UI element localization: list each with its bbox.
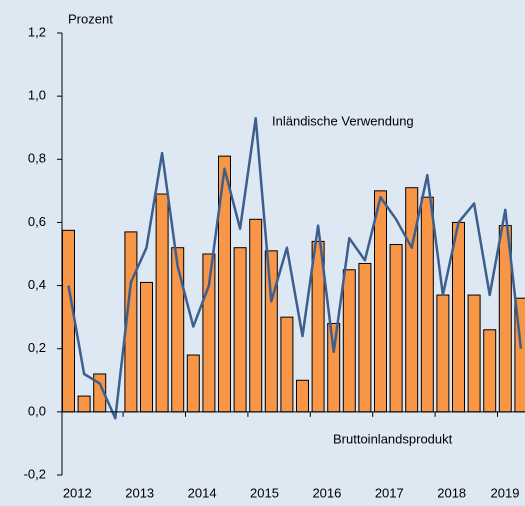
bar	[62, 229, 75, 413]
bar	[140, 281, 153, 413]
x-tick-label: 2017	[375, 485, 404, 500]
y-tick-label: 0,8	[28, 151, 46, 166]
x-tick-label: 2013	[125, 485, 154, 500]
x-tick-label: 2015	[250, 485, 279, 500]
bar	[280, 316, 294, 413]
y-tick-label: 0,4	[28, 277, 46, 292]
bar	[233, 247, 247, 413]
bar	[420, 196, 434, 413]
bar	[358, 262, 372, 413]
bar	[155, 193, 169, 413]
y-tick-label: 1,2	[28, 24, 46, 39]
y-tick-label: 1,0	[28, 88, 46, 103]
bar	[327, 322, 341, 413]
bar	[77, 395, 91, 413]
series-label: Inländische Verwendung	[272, 113, 414, 128]
x-tick-label: 2014	[188, 485, 217, 500]
y-tick-label: 0,0	[28, 403, 46, 418]
bar	[467, 294, 481, 413]
bar	[452, 221, 465, 413]
bar	[483, 329, 497, 413]
bar	[296, 379, 309, 413]
bar	[436, 294, 450, 413]
line	[67, 116, 523, 420]
plot	[62, 116, 525, 420]
bar	[389, 244, 403, 413]
x-tick-label: 2018	[437, 485, 466, 500]
bar	[249, 218, 263, 413]
bar	[264, 250, 278, 413]
y-tick-label: 0,2	[28, 340, 46, 355]
y-tick-label: 0,6	[28, 214, 46, 229]
x-tick-label: 2012	[63, 485, 92, 500]
y-axis-label: Prozent	[68, 11, 113, 26]
bar	[405, 187, 419, 413]
series-label: Bruttoinlandsprodukt	[333, 431, 453, 446]
bar	[171, 247, 185, 413]
x-tick-label: 2016	[312, 485, 341, 500]
y-tick-label: -0,2	[24, 466, 46, 481]
x-tick-label: 2019	[491, 485, 520, 500]
bar	[186, 354, 200, 413]
bar	[374, 190, 387, 413]
bar	[342, 269, 356, 413]
